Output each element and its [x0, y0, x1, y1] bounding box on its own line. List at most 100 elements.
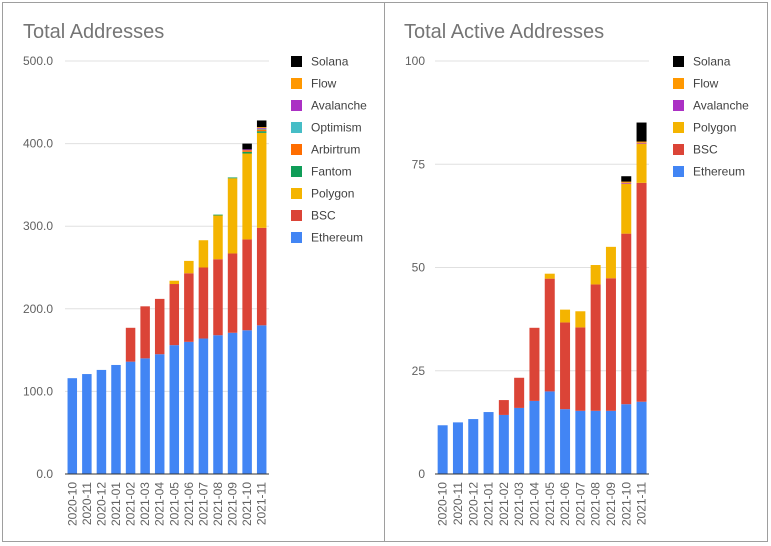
x-tick-label: 2020-10	[436, 482, 450, 526]
bar-segment-polygon	[621, 183, 632, 234]
total-addresses-chart: Total Addresses 0.0 100.0 200.0 300.0 400.0 50…	[23, 21, 367, 526]
x-tick-label: 2021-04	[527, 482, 541, 526]
x-tick-label: 2021-06	[558, 482, 572, 526]
bar-segment-solana	[242, 143, 252, 150]
legend-label-flow: Flow	[693, 77, 719, 91]
bar-segment-ethereum	[605, 410, 616, 474]
x-tick-label: 2021-11	[255, 482, 269, 525]
bar-segment-ethereum	[636, 401, 647, 474]
y-tick-label: 400.0	[23, 137, 53, 151]
x-tick-label: 2021-10	[619, 482, 633, 526]
legend-swatch-arbirtrum	[291, 144, 302, 155]
bar-segment-bsc	[529, 327, 540, 401]
x-tick-label: 2020-10	[65, 482, 79, 526]
bar-segment-avalanche	[621, 182, 632, 184]
x-tick-label: 2021-09	[604, 482, 618, 526]
x-tick-label: 2021-08	[211, 482, 225, 526]
bar-segment-optimism	[256, 128, 267, 130]
bar-segment-polygon	[590, 265, 601, 285]
bar-segment-ethereum	[154, 354, 165, 474]
legend-swatch-ethereum	[673, 166, 684, 177]
bar-segment-solana	[636, 122, 647, 142]
x-tick-label: 2021-02	[497, 482, 511, 526]
chart-title: Total Active Addresses	[404, 21, 604, 43]
x-tick-label: 2020-12	[466, 482, 480, 526]
legend-label-polygon: Polygon	[311, 187, 354, 201]
bar-segment-ethereum	[575, 410, 586, 474]
x-tick-label: 2021-09	[226, 482, 240, 526]
bar-segment-polygon	[213, 215, 223, 260]
legend-swatch-polygon	[673, 122, 684, 133]
bar-segment-fantom	[242, 151, 252, 154]
x-tick-label: 2021-05	[543, 482, 557, 526]
bar-segment-ethereum	[198, 338, 209, 474]
y-tick-label: 500.0	[23, 54, 53, 68]
legend-label-polygon: Polygon	[693, 121, 736, 135]
bar-segment-bsc	[636, 182, 647, 402]
bar-segment-ethereum	[96, 369, 107, 474]
y-tick-label: 25	[412, 364, 426, 378]
bar-segment-ethereum	[213, 335, 223, 474]
bar-segment-bsc	[198, 267, 209, 339]
bar-segment-bsc	[621, 233, 632, 405]
legend-swatch-optimism	[291, 122, 302, 133]
bar-segment-bsc	[560, 322, 571, 410]
total-active-addresses-chart-panel: Total Active Addresses 0 25 50 75 100 2020-10 2…	[384, 2, 768, 542]
legend-swatch-bsc	[673, 144, 684, 155]
bar-segment-ethereum	[67, 378, 78, 474]
bar-segment-bsc	[140, 306, 150, 359]
bar-segment-bsc	[169, 284, 180, 346]
bar-segment-ethereum	[227, 332, 238, 474]
bar-segment-bsc	[590, 284, 601, 411]
y-tick-label: 200.0	[23, 302, 53, 316]
x-tick-label: 2021-11	[635, 482, 649, 525]
bar-segment-ethereum	[125, 361, 136, 474]
y-tick-label: 0.0	[36, 467, 53, 481]
bar-segment-fantom	[227, 177, 238, 179]
bar-segment-polygon	[198, 240, 209, 268]
bar-segment-flow	[256, 127, 267, 128]
legend-label-bsc: BSC	[693, 143, 718, 157]
bar-segment-flow	[636, 141, 647, 143]
bar-segment-bsc	[498, 400, 509, 415]
bar-segment-bsc	[514, 377, 525, 408]
legend-swatch-flow	[673, 78, 684, 89]
x-tick-label: 2021-08	[589, 482, 603, 526]
legend-label-avalanche: Avalanche	[693, 99, 749, 113]
x-tick-label: 2021-06	[182, 482, 196, 526]
bar-segment-bsc	[184, 273, 194, 342]
bar-segment-ethereum	[590, 410, 601, 474]
bar-segment-bsc	[213, 259, 223, 336]
legend-label-bsc: BSC	[311, 209, 336, 223]
bar-segment-ethereum	[169, 345, 180, 474]
bar-segment-avalanche	[636, 142, 647, 144]
bar-segment-ethereum	[256, 325, 267, 474]
bar-segment-polygon	[544, 273, 555, 279]
chart-title: Total Addresses	[23, 21, 164, 43]
y-tick-label: 100.0	[23, 384, 53, 398]
bar-segment-polygon	[169, 280, 180, 285]
bar-segment-ethereum	[544, 391, 555, 474]
x-tick-label: 2021-02	[124, 482, 138, 526]
bar-segment-ethereum	[242, 330, 252, 474]
bar-segment-polygon	[560, 309, 571, 323]
x-tick-label: 2020-11	[451, 482, 465, 525]
bar-segment-bsc	[242, 239, 252, 331]
bar-segment-polygon	[575, 311, 586, 328]
bar-segment-ethereum	[140, 358, 150, 474]
bar-segment-fantom	[213, 214, 223, 216]
legend-label-optimism: Optimism	[311, 121, 362, 135]
bar-segment-solana	[621, 176, 632, 182]
legend-swatch-solana	[673, 56, 684, 67]
y-tick-label: 50	[412, 261, 426, 275]
bar-segment-avalanche	[242, 149, 252, 151]
bar-segment-polygon	[227, 178, 238, 254]
bar-segment-avalanche	[256, 127, 267, 129]
legend-label-ethereum: Ethereum	[311, 231, 363, 245]
bar-segment-bsc	[256, 227, 267, 326]
bar-segment-ethereum	[82, 374, 92, 474]
bar-segment-arbirtrum	[242, 150, 252, 152]
bar-segment-ethereum	[560, 409, 571, 474]
x-tick-label: 2020-12	[94, 482, 108, 526]
bar-segment-ethereum	[184, 341, 194, 474]
